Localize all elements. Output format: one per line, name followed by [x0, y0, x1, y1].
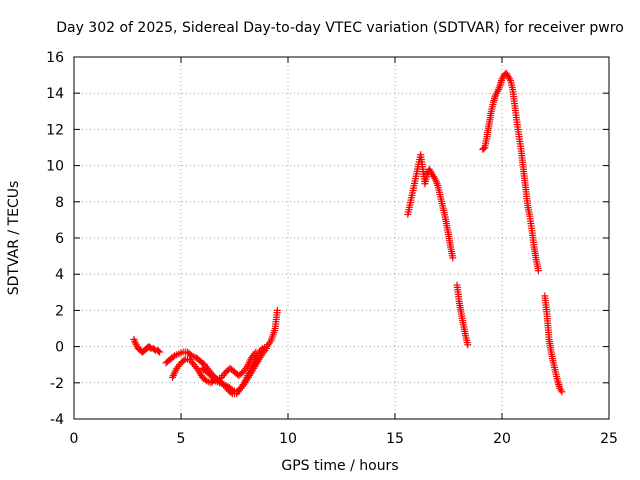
- data-point: [146, 344, 154, 352]
- y-tick-label: 0: [55, 340, 64, 356]
- axis-ticks: 0 5 10 15 20 25 -4 -2 0 2 4 6 8 10 12 14 16: [46, 50, 618, 447]
- data-point: [263, 344, 271, 352]
- y-tick-label: 16: [46, 50, 64, 66]
- y-tick-label: -2: [50, 376, 64, 392]
- data-point: [464, 341, 472, 349]
- x-tick-label: 20: [493, 431, 511, 447]
- data-point: [480, 144, 488, 152]
- data-point: [201, 376, 209, 384]
- y-tick-label: 6: [55, 231, 64, 247]
- data-point: [156, 348, 164, 356]
- data-point: [558, 388, 566, 396]
- data-point: [155, 347, 163, 355]
- data-point: [169, 353, 177, 361]
- y-tick-label: 12: [46, 122, 64, 138]
- data-point: [186, 350, 194, 358]
- y-tick-label: -4: [50, 412, 64, 428]
- y-tick-label: 4: [55, 267, 64, 283]
- x-tick-label: 5: [177, 431, 186, 447]
- data-point: [273, 306, 281, 314]
- y-axis-label: SDTVAR / TECUs: [6, 181, 22, 296]
- data-point: [449, 254, 457, 262]
- y-tick-label: 14: [46, 86, 64, 102]
- y-tick-label: 2: [55, 303, 64, 319]
- grid: [74, 57, 609, 419]
- x-tick-label: 25: [600, 431, 618, 447]
- data-point: [534, 267, 542, 275]
- x-tick-label: 10: [279, 431, 297, 447]
- data-points: [130, 69, 566, 398]
- y-tick-label: 10: [46, 159, 64, 175]
- x-tick-label: 15: [386, 431, 404, 447]
- chart-title: Day 302 of 2025, Sidereal Day-to-day VTE…: [56, 20, 624, 36]
- data-point: [150, 345, 158, 353]
- y-tick-label: 8: [55, 195, 64, 211]
- data-point: [227, 385, 235, 393]
- data-point: [180, 356, 188, 364]
- x-axis-label: GPS time / hours: [281, 458, 398, 474]
- x-tick-label: 0: [70, 431, 79, 447]
